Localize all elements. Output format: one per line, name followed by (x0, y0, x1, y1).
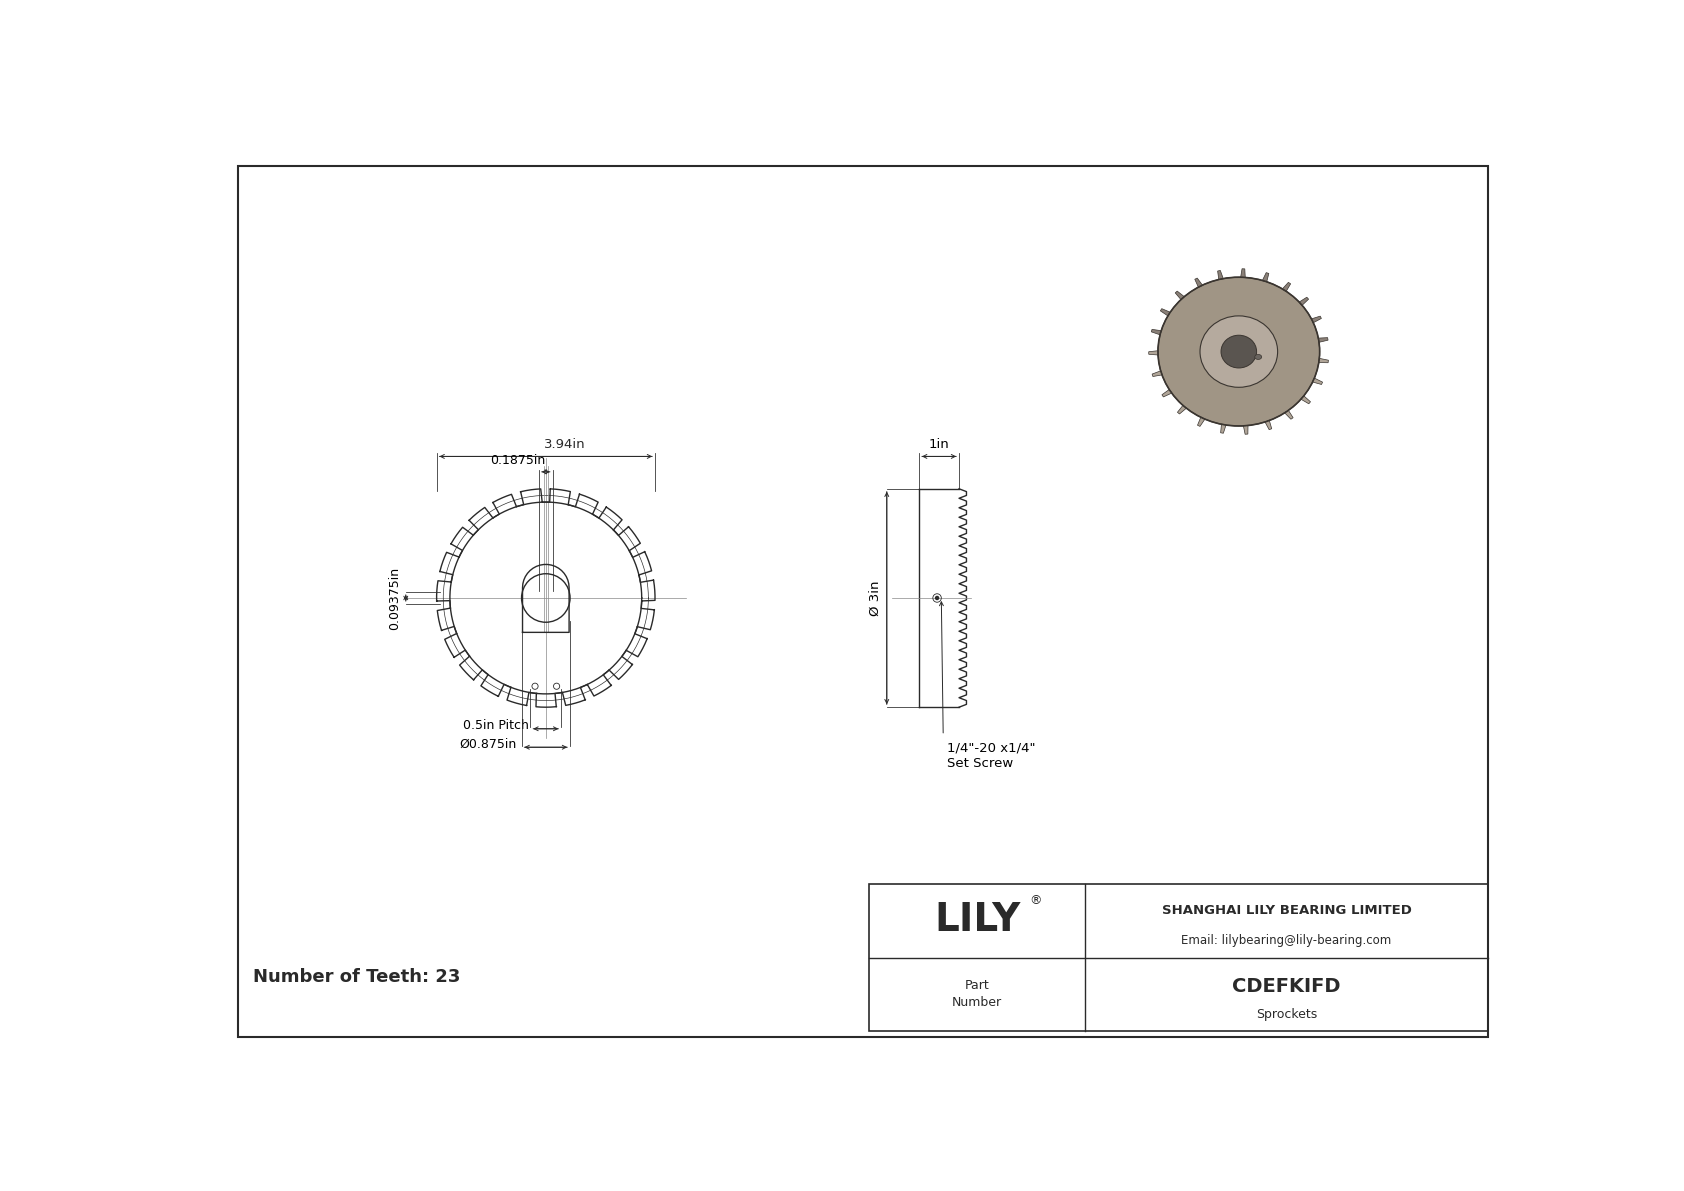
Ellipse shape (1221, 335, 1256, 368)
Text: Part
Number: Part Number (951, 979, 1002, 1009)
Polygon shape (1175, 291, 1184, 300)
Ellipse shape (1255, 355, 1261, 360)
Polygon shape (1263, 273, 1268, 282)
Polygon shape (1160, 308, 1170, 316)
Text: ®: ® (1029, 893, 1042, 906)
Text: CDEFKIFD: CDEFKIFD (1233, 978, 1340, 997)
Circle shape (936, 597, 938, 599)
Text: Ø0.875in: Ø0.875in (460, 737, 517, 750)
Text: 1in: 1in (928, 438, 950, 451)
Polygon shape (1162, 389, 1172, 397)
Polygon shape (1177, 405, 1186, 414)
Ellipse shape (1201, 316, 1278, 387)
Polygon shape (1302, 395, 1310, 404)
Polygon shape (1312, 316, 1322, 323)
Text: 0.5in Pitch: 0.5in Pitch (463, 719, 529, 732)
Polygon shape (1298, 298, 1308, 305)
Polygon shape (1283, 282, 1290, 292)
Text: Ø 3in: Ø 3in (869, 580, 882, 616)
Text: 3.94in: 3.94in (544, 438, 586, 451)
Polygon shape (1241, 269, 1244, 278)
Polygon shape (1243, 425, 1248, 435)
Text: 0.1875in: 0.1875in (490, 454, 546, 467)
Polygon shape (1319, 337, 1329, 342)
Polygon shape (1285, 411, 1293, 419)
Text: SHANGHAI LILY BEARING LIMITED: SHANGHAI LILY BEARING LIMITED (1162, 904, 1411, 917)
Ellipse shape (1159, 278, 1320, 426)
Polygon shape (1221, 424, 1226, 434)
Text: LILY: LILY (935, 900, 1021, 939)
Polygon shape (1152, 330, 1162, 335)
Polygon shape (1152, 370, 1162, 376)
Text: 1/4"-20 x1/4"
Set Screw: 1/4"-20 x1/4" Set Screw (946, 742, 1036, 769)
Text: Sprockets: Sprockets (1256, 1008, 1317, 1021)
Bar (869, 885, 1489, 1030)
Polygon shape (1197, 417, 1206, 426)
Polygon shape (1312, 378, 1322, 385)
Polygon shape (1319, 358, 1329, 363)
Polygon shape (1194, 278, 1202, 287)
Polygon shape (1265, 420, 1271, 430)
Polygon shape (1218, 270, 1223, 280)
Text: 0.09375in: 0.09375in (389, 567, 401, 630)
Text: Email: lilybearing@lily-bearing.com: Email: lilybearing@lily-bearing.com (1182, 934, 1391, 947)
Polygon shape (1148, 350, 1159, 355)
Text: Number of Teeth: 23: Number of Teeth: 23 (253, 968, 461, 986)
